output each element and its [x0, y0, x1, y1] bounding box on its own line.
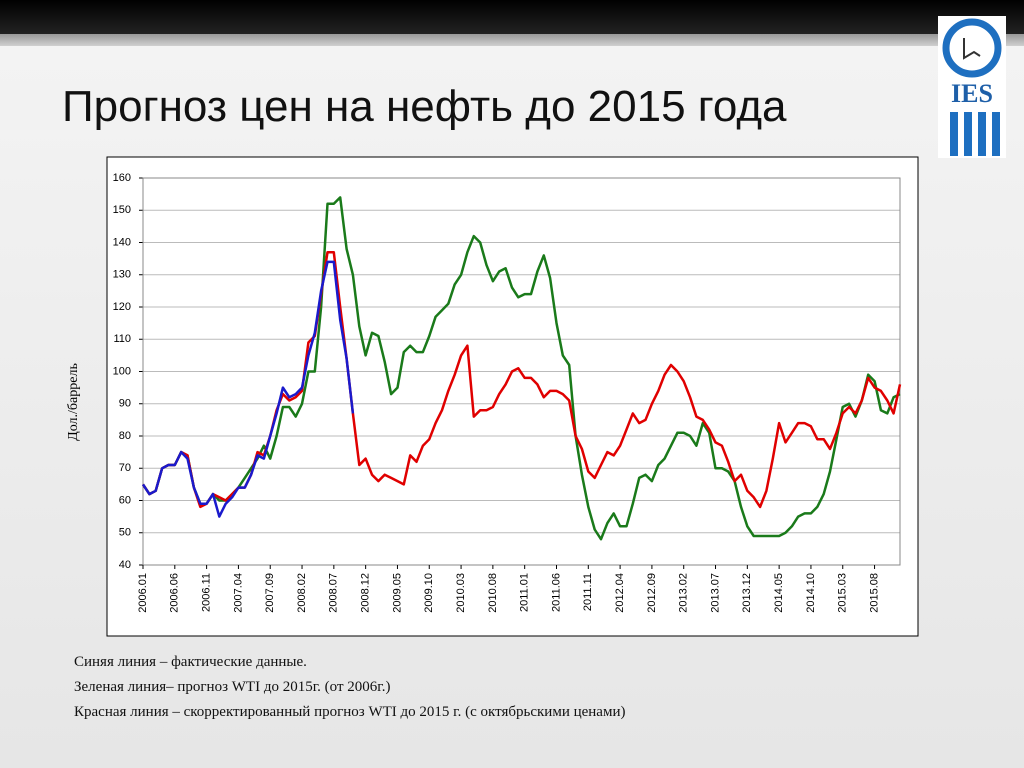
y-tick-label: 100	[113, 365, 131, 377]
logo-ring	[942, 18, 1002, 78]
x-tick-label: 2008.07	[328, 573, 340, 613]
y-tick-label: 160	[113, 172, 131, 184]
x-tick-label: 2013.07	[709, 573, 721, 613]
chart-frame	[106, 156, 919, 637]
y-tick-label: 110	[113, 333, 131, 345]
x-tick-label: 2006.01	[137, 573, 149, 613]
logo: IES	[938, 16, 1006, 158]
logo-bar	[992, 112, 1000, 156]
x-tick-label: 2015.03	[837, 573, 849, 613]
note: Красная линия – скорректированный прогно…	[74, 704, 626, 720]
series-line	[141, 260, 355, 518]
logo-bar	[950, 112, 958, 156]
y-tick-label: 150	[113, 204, 131, 216]
plot-border	[142, 177, 901, 566]
x-tick-label: 2007.09	[264, 573, 276, 613]
stripe	[0, 34, 1024, 46]
x-tick-label: 2007.04	[232, 573, 244, 613]
series-line	[141, 196, 901, 541]
x-tick-label: 2013.12	[741, 573, 753, 613]
x-tick-label: 2014.05	[773, 573, 785, 613]
y-axis-title: Дол./баррель	[66, 363, 81, 441]
x-tick-label: 2011.01	[519, 573, 531, 612]
x-tick-label: 2008.12	[360, 573, 372, 613]
x-tick-label: 2010.08	[487, 573, 499, 613]
x-tick-label: 2010.03	[455, 573, 467, 613]
x-tick-label: 2014.10	[805, 573, 817, 613]
y-tick-label: 60	[119, 494, 131, 506]
y-tick-label: 140	[113, 236, 131, 248]
note: Зеленая линия– прогноз WTI до 2015г. (от…	[74, 679, 391, 695]
x-tick-label: 2009.05	[391, 573, 403, 613]
y-tick-label: 40	[119, 559, 131, 571]
logo-bar	[978, 112, 986, 156]
x-tick-label: 2012.04	[614, 573, 626, 613]
note: Синяя линия – фактические данные.	[74, 654, 307, 670]
x-tick-label: 2006.11	[201, 573, 213, 612]
y-tick-label: 80	[119, 430, 131, 442]
logo-text: IES	[951, 79, 993, 108]
x-tick-label: 2009.10	[423, 573, 435, 613]
logo-bar	[964, 112, 972, 156]
slide-title: Прогноз цен на нефть до 2015 года	[62, 82, 787, 131]
x-tick-label: 2012.09	[646, 573, 658, 613]
logo-symbol	[963, 38, 981, 60]
x-tick-label: 2006.06	[169, 573, 181, 613]
y-tick-label: 50	[119, 527, 131, 539]
x-tick-label: 2013.02	[678, 573, 690, 613]
x-tick-label: 2011.11	[582, 573, 594, 611]
y-tick-label: 90	[119, 398, 131, 410]
top-bar	[0, 0, 1024, 34]
y-tick-label: 70	[119, 462, 131, 474]
notes: Синяя линия – фактические данные. Зелена…	[74, 654, 625, 729]
y-tick-label: 120	[113, 301, 131, 313]
x-tick-label: 2008.02	[296, 573, 308, 613]
x-tick-label: 2015.08	[868, 573, 880, 613]
y-tick-label: 130	[113, 269, 131, 281]
x-tick-label: 2011.06	[550, 573, 562, 612]
